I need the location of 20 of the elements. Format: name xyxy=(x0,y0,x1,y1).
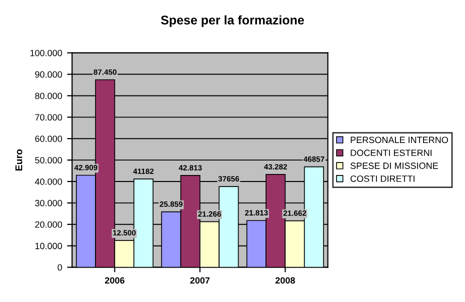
y-tick-label: 0 xyxy=(58,264,62,271)
y-tick-label: 100.000 xyxy=(30,50,62,56)
y-axis-title: Euro xyxy=(15,149,22,170)
x-tick-label: 2006 xyxy=(104,277,124,284)
y-tick-label: 80.000 xyxy=(35,92,62,100)
legend-label: COSTI DIRETTI xyxy=(350,175,414,182)
legend-label: PERSONALE INTERNO xyxy=(350,136,448,144)
chart-title: Spese per la formazione xyxy=(160,15,304,27)
legend-label: DOCENTI ESTERNI xyxy=(350,150,432,156)
y-tick-label: 30.000 xyxy=(35,200,62,206)
x-tick-label: 2008 xyxy=(275,277,295,284)
legend-label: SPESE DI MISSIONE xyxy=(350,162,438,169)
x-tick-label: 2007 xyxy=(190,277,210,284)
y-tick-label: 10.000 xyxy=(35,242,62,250)
y-tick-label: 70.000 xyxy=(35,114,62,121)
y-tick-label: 40.000 xyxy=(34,178,62,185)
y-tick-label: 50.000 xyxy=(35,157,62,164)
y-tick-label: 90.000 xyxy=(35,71,62,78)
y-tick-label: 60.000 xyxy=(35,136,62,142)
y-tick-label: 20.000 xyxy=(35,221,62,228)
